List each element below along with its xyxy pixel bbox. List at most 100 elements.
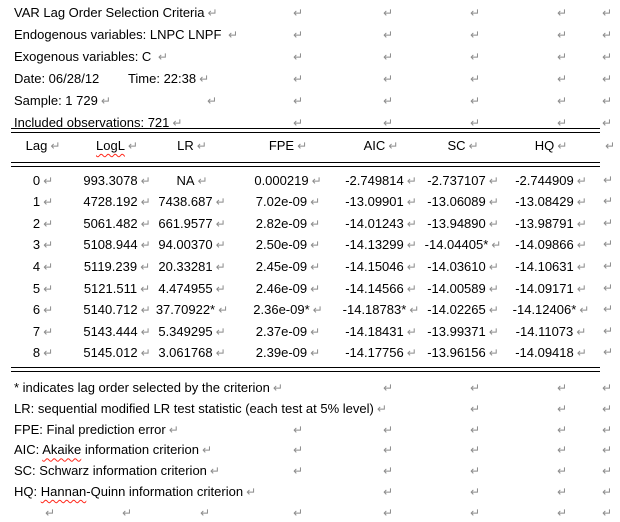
paragraph-mark-icon: ↵ (383, 50, 394, 64)
table-cell: 5121.511 ↵ (72, 278, 162, 301)
paragraph-mark-icon: ↵ (557, 72, 568, 86)
table-cell: 7438.687 ↵ (147, 191, 237, 214)
paragraph-mark-icon: ↵ (100, 94, 111, 108)
paragraph-mark-icon: ↵ (50, 139, 61, 153)
paragraph-mark-icon: ↵ (383, 443, 394, 458)
cell-value: -2.737107 (427, 172, 486, 188)
column-header-hq: HQ ↵ (503, 135, 599, 157)
paragraph-mark-icon: ↵ (140, 216, 151, 231)
cell-value: -2.749814 (345, 172, 404, 188)
paragraph-mark-icon: ↵ (603, 280, 614, 295)
separator-double-rule-bottom (11, 367, 600, 372)
cell-value: 5119.239 (83, 258, 138, 274)
paragraph-mark-icon: ↵ (557, 401, 568, 416)
cell-value: -13.06089 (427, 194, 486, 210)
paragraph-mark-icon: ↵ (215, 259, 226, 274)
paragraph-mark-icon: ↵ (218, 303, 229, 318)
text-segment: HQ: (14, 484, 41, 499)
info-line: VAR Lag Order Selection Criteria ↵ ↵ ↵ ↵ ↵ ↵ (0, 2, 620, 24)
paragraph-mark-icon: ↵ (197, 173, 208, 188)
cell-value: -14.09866 (515, 237, 574, 253)
table-cell: -13.06089 ↵ (415, 191, 511, 214)
column-header-fpe: FPE ↵ (240, 135, 336, 157)
text-segment: Endogenous variables: LNPC LNPF (14, 27, 226, 42)
paragraph-mark-icon: ↵ (127, 139, 138, 153)
text-segment: VAR Lag Order Selection Criteria (14, 5, 205, 20)
table-cell: -13.98791 ↵ (503, 213, 599, 236)
table-cell: 2.82e-09 ↵ (240, 213, 336, 236)
cell-value: 661.9577 (158, 215, 213, 231)
paragraph-mark-icon: ↵ (383, 422, 394, 437)
paragraph-mark-icon: ↵ (576, 259, 587, 274)
cell-value: 0.000219 (254, 172, 309, 188)
paragraph-mark-icon: ↵ (557, 6, 568, 20)
paragraph-mark-icon: ↵ (602, 443, 613, 458)
cell-value: -14.02265 (427, 302, 486, 318)
paragraph-mark-icon: ↵ (488, 216, 499, 231)
paragraph-mark-icon: ↵ (310, 195, 321, 210)
table-cell: -14.00589 ↵ (415, 278, 511, 301)
cell-value: 8 (32, 345, 41, 361)
paragraph-mark-icon: ↵ (491, 238, 502, 253)
paragraph-mark-icon: ↵ (557, 381, 568, 395)
cell-value: -13.99371 (427, 323, 486, 339)
paragraph-mark-icon: ↵ (383, 464, 394, 479)
paragraph-mark-icon: ↵ (603, 302, 614, 317)
cell-value: 2.39e-09 (255, 345, 308, 361)
paragraph-mark-icon: ↵ (43, 281, 54, 296)
paragraph-mark-icon: ↵ (602, 485, 613, 499)
paragraph-mark-icon: ↵ (383, 485, 394, 499)
paragraph-mark-icon: ↵ (312, 303, 323, 318)
paragraph-mark-icon: ↵ (43, 216, 54, 231)
column-header-label: AIC (363, 138, 386, 153)
table-row-lag-6: 6 ↵ 5140.712 ↵ 37.70922* ↵ 2.36e-09* ↵ -14.18783… (0, 299, 620, 321)
info-line-text: Endogenous variables: LNPC LNPF ↵ (14, 24, 238, 46)
table-cell: 5061.482 ↵ (72, 213, 162, 236)
cell-value: 7438.687 (158, 194, 213, 210)
paragraph-mark-icon: ↵ (488, 346, 499, 361)
cell-value: -14.14566 (345, 280, 404, 296)
paragraph-mark-icon: ↵ (157, 50, 168, 64)
paragraph-mark-icon: ↵ (602, 116, 613, 130)
info-line-text: Included observations: 721 ↵ (14, 112, 182, 134)
separator-double-rule-middle (11, 162, 600, 167)
table-cell: 5108.944 ↵ (72, 234, 162, 257)
paragraph-mark-icon: ↵ (215, 195, 226, 210)
paragraph-mark-icon: ↵ (406, 216, 417, 231)
table-cell: 993.3078 ↵ (72, 170, 162, 193)
cell-value: 5061.482 (83, 215, 138, 231)
paragraph-mark-icon: ↵ (168, 422, 179, 437)
paragraph-mark-icon: ↵ (293, 6, 304, 20)
cell-value: 5 (32, 280, 41, 296)
table-cell: 5 ↵ (20, 278, 66, 301)
paragraph-mark-icon: ↵ (140, 303, 151, 318)
cell-value: 4.474955 (158, 280, 213, 296)
paragraph-mark-icon: ↵ (602, 401, 613, 416)
cell-value: -2.744909 (515, 172, 574, 188)
text-segment: SC: Schwarz information criterion (14, 463, 207, 479)
info-line: Endogenous variables: LNPC LNPF ↵ ↵ ↵ ↵ ↵ ↵ (0, 24, 620, 46)
cell-value: 0 (32, 172, 41, 188)
paragraph-mark-icon: ↵ (293, 72, 304, 86)
paragraph-mark-icon: ↵ (122, 505, 133, 520)
paragraph-mark-icon: ↵ (470, 422, 481, 437)
table-cell: 2.45e-09 ↵ (240, 256, 336, 279)
table-cell: 5.349295 ↵ (147, 321, 237, 344)
paragraph-mark-icon: ↵ (470, 401, 481, 416)
note-line-text: HQ: Hannan-Quinn information criterion ↵ (14, 482, 256, 503)
table-cell: -14.11073 ↵ (503, 321, 599, 344)
paragraph-mark-icon: ↵ (140, 281, 151, 296)
cell-value: 993.3078 (83, 172, 138, 188)
paragraph-mark-icon: ↵ (172, 116, 183, 130)
note-line: FPE: Final prediction error ↵ ↵ ↵ ↵ ↵ ↵ (0, 420, 620, 441)
column-header-label: LogL (96, 138, 125, 153)
table-cell: 2 ↵ (20, 213, 66, 236)
paragraph-mark-icon: ↵ (406, 281, 417, 296)
paragraph-mark-icon: ↵ (557, 443, 568, 458)
paragraph-mark-icon: ↵ (140, 346, 151, 361)
paragraph-mark-icon: ↵ (470, 28, 481, 42)
table-cell: 7.02e-09 ↵ (240, 191, 336, 214)
note-line-text: * indicates lag order selected by the cr… (14, 378, 283, 399)
table-cell: 4.474955 ↵ (147, 278, 237, 301)
paragraph-mark-icon: ↵ (293, 505, 304, 520)
